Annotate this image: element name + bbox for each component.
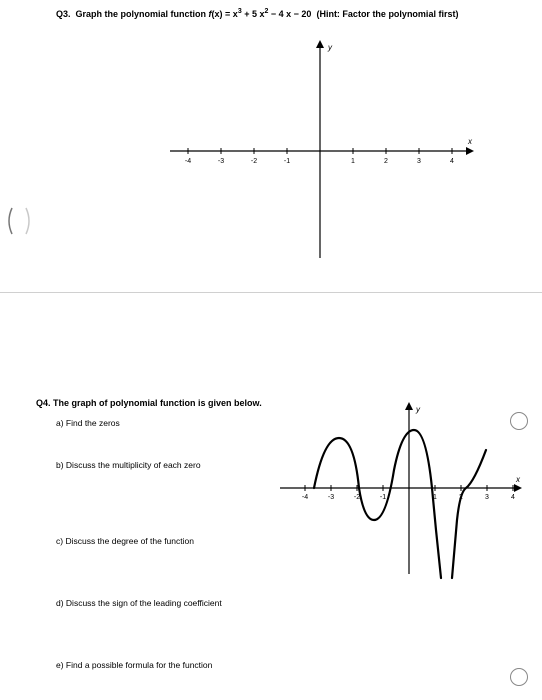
q3-heading: Q3. Graph the polynomial function f(x) =… xyxy=(56,8,458,19)
q4-part-e: e) Find a possible formula for the funct… xyxy=(56,660,212,670)
q4-part-a: a) Find the zeros xyxy=(56,418,120,428)
svg-text:-1: -1 xyxy=(380,494,386,501)
svg-text:-1: -1 xyxy=(284,158,290,165)
q3-axes: y x -4 -3 -2 -1 1 2 3 4 xyxy=(160,36,480,266)
q4-graph: y x -4 -3 -2 -1 1 2 3 4 xyxy=(274,400,524,580)
svg-text:x: x xyxy=(467,137,473,146)
svg-text:-4: -4 xyxy=(302,494,308,501)
svg-text:y: y xyxy=(415,405,421,414)
q4-part-d: d) Discuss the sign of the leading coeff… xyxy=(56,598,222,608)
svg-text:-3: -3 xyxy=(218,158,224,165)
svg-text:-4: -4 xyxy=(185,158,191,165)
svg-text:y: y xyxy=(327,43,333,52)
hole-punch-icon xyxy=(510,668,528,686)
q4-label: Q4. xyxy=(36,398,51,408)
svg-text:4: 4 xyxy=(450,158,454,165)
q3-label: Q3. xyxy=(56,9,71,19)
svg-text:3: 3 xyxy=(485,494,489,501)
hole-punch-icon xyxy=(510,412,528,430)
q4-title-text: The graph of polynomial function is give… xyxy=(53,398,262,408)
q3-text: Graph the polynomial function f(x) = x3 … xyxy=(73,9,458,19)
svg-text:4: 4 xyxy=(511,494,515,501)
svg-text:-3: -3 xyxy=(328,494,334,501)
q4-part-c: c) Discuss the degree of the function xyxy=(56,536,194,546)
svg-text:-2: -2 xyxy=(251,158,257,165)
section-divider xyxy=(0,292,542,293)
q4-part-b: b) Discuss the multiplicity of each zero xyxy=(56,460,201,470)
margin-arc-mark xyxy=(8,206,30,236)
svg-text:1: 1 xyxy=(351,158,355,165)
svg-text:x: x xyxy=(515,475,521,484)
q4-heading: Q4. The graph of polynomial function is … xyxy=(36,398,262,408)
svg-text:3: 3 xyxy=(417,158,421,165)
svg-text:2: 2 xyxy=(384,158,388,165)
